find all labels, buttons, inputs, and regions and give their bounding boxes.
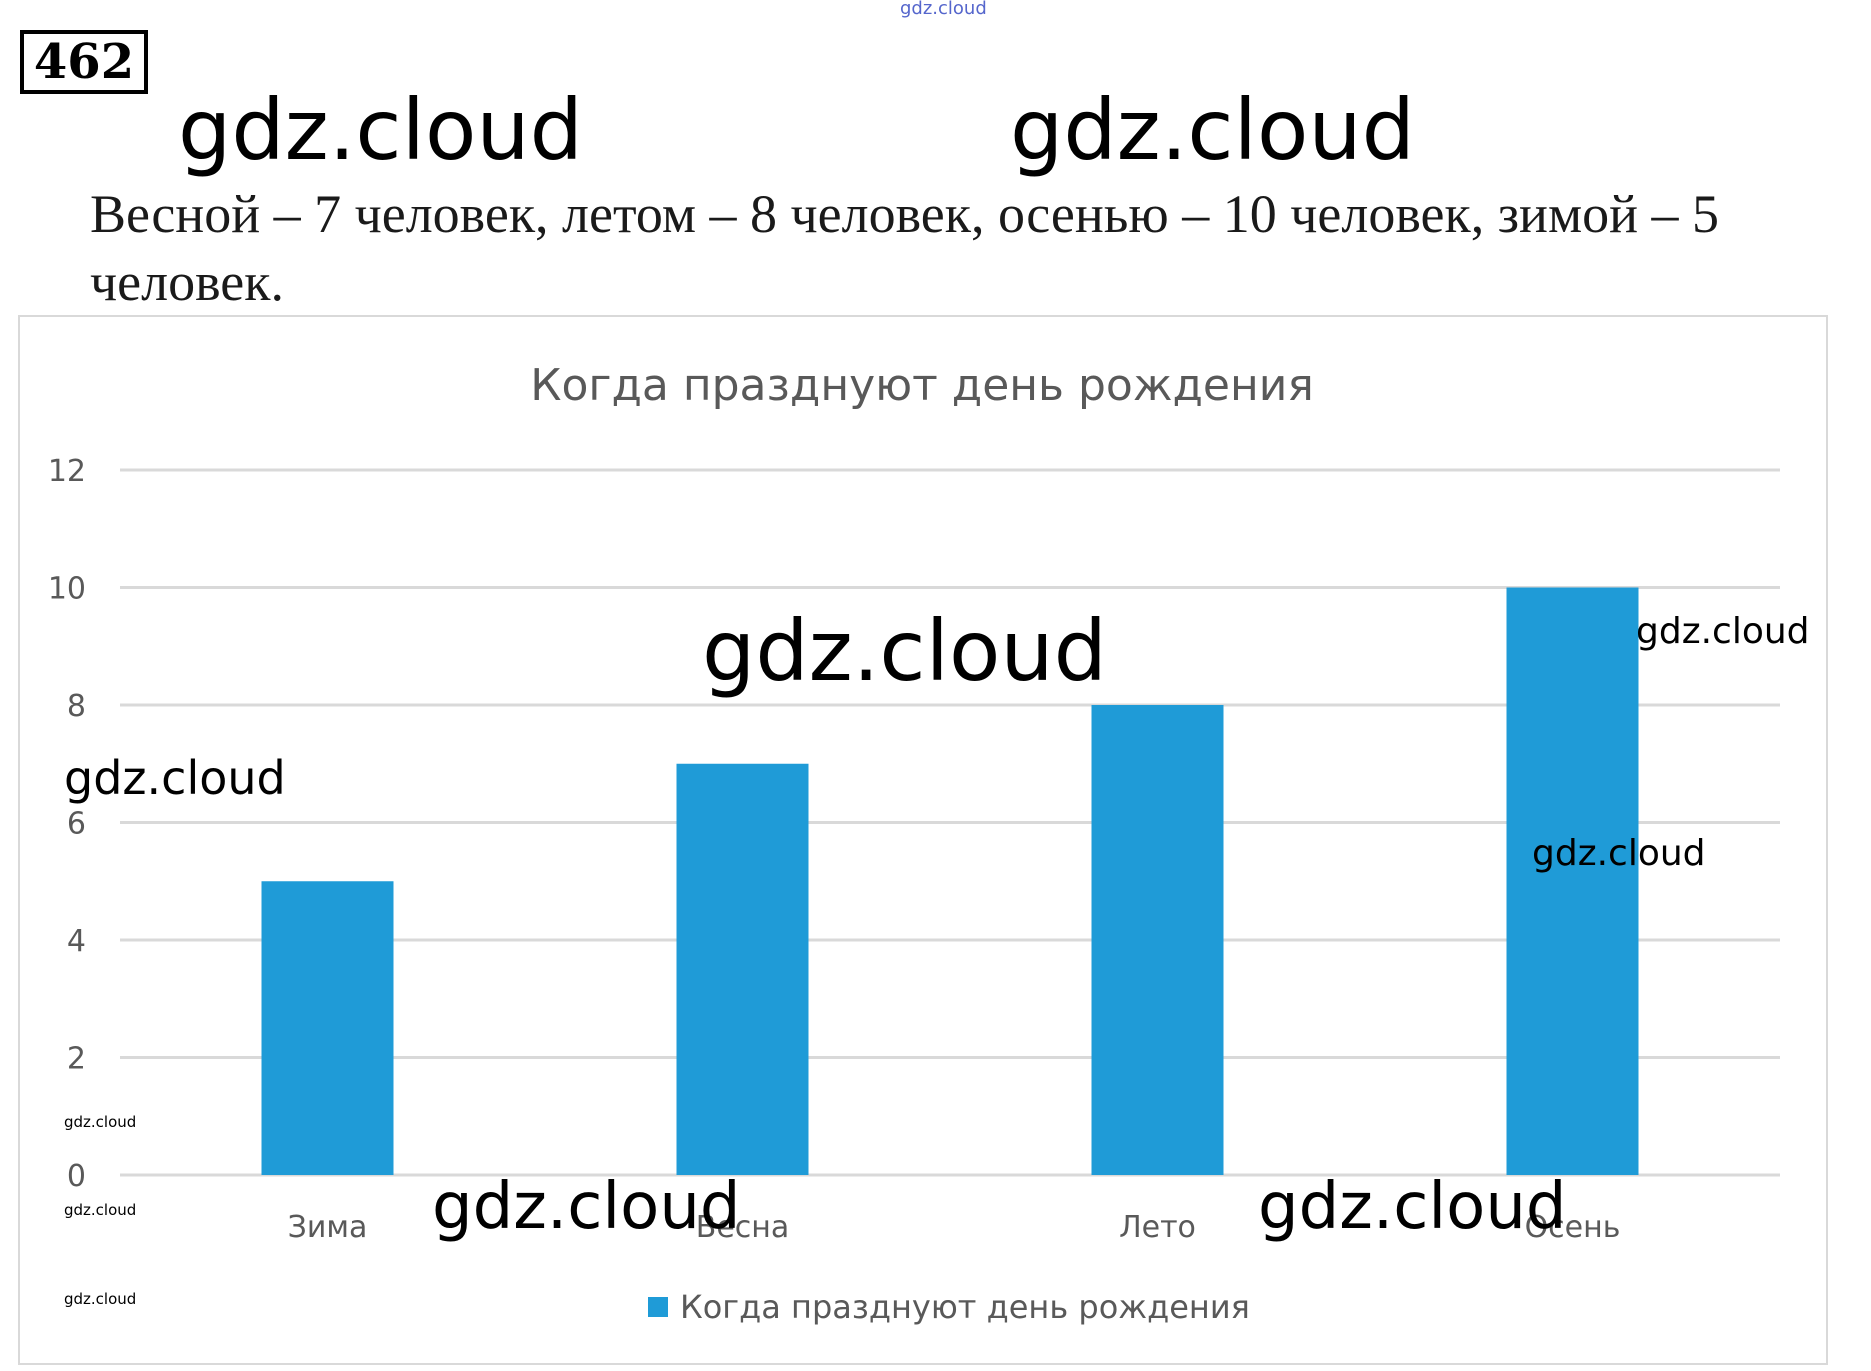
bar-2 [676,763,809,1175]
bar-1 [261,881,394,1175]
y-tick-label: 0 [67,1159,86,1194]
y-tick-label: 8 [67,689,86,724]
x-tick-label: Весна [696,1210,790,1245]
legend-swatch [648,1297,668,1317]
y-tick-label: 4 [67,924,86,959]
bar-3 [1091,705,1224,1175]
watermark-chart-osen: gdz.cloud [1532,833,1706,874]
legend-label: Когда празднуют день рождения [680,1288,1250,1326]
watermark-chart-right: gdz.cloud [1636,611,1810,652]
legend: Когда празднуют день рождения [648,1288,1250,1326]
x-tick-label: Осень [1525,1210,1621,1245]
watermark-header-right: gdz.cloud [1010,81,1415,179]
watermark-small-1: gdz.cloud [64,1113,136,1131]
bar-4 [1506,587,1639,1175]
watermark-bottom-left: gdz.cloud [432,1170,741,1244]
watermark-chart-left: gdz.cloud [64,751,286,805]
watermark-header-left: gdz.cloud [178,81,583,179]
x-axis-ticks: Зима Весна Лето Осень [288,1210,1621,1245]
y-tick-label: 12 [48,454,86,489]
y-tick-label: 6 [67,807,86,842]
watermark-top: gdz.cloud [900,0,987,19]
watermark-small-2: gdz.cloud [64,1201,136,1219]
watermark-small-3: gdz.cloud [64,1290,136,1308]
bars [261,587,1639,1175]
chart-title: Когда празднуют день рождения [530,360,1314,411]
gridlines [120,468,1780,1177]
y-tick-label: 10 [48,572,86,607]
x-tick-label: Лето [1119,1210,1196,1245]
watermark-chart-center: gdz.cloud [702,602,1107,700]
y-tick-label: 2 [67,1042,86,1077]
problem-text: Весной – 7 человек, летом – 8 человек, о… [90,184,1720,312]
y-axis-ticks: 0 2 4 6 8 10 12 [48,454,86,1194]
watermark-bottom-right: gdz.cloud [1258,1170,1567,1244]
x-tick-label: Зима [288,1210,368,1245]
task-number: 462 [20,30,148,94]
